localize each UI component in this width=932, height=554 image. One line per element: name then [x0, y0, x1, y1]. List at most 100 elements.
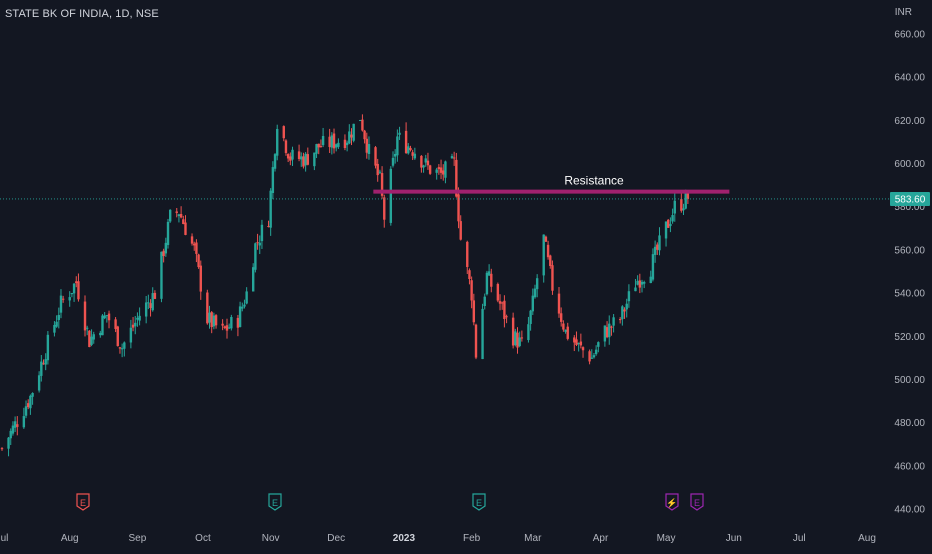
candle-body: [337, 142, 340, 147]
candle-body: [452, 157, 456, 159]
candle-body: [267, 226, 270, 228]
time-axis[interactable]: Jul Aug Sep Oct Nov Dec 2023 Feb Mar Apr May Jun Jul…: [0, 533, 876, 544]
earnings-icon[interactable]: E: [268, 493, 282, 511]
event-marker-label: E: [80, 498, 86, 508]
candle-body: [391, 157, 395, 166]
candle-body: [53, 324, 56, 333]
candle-body: [551, 265, 554, 291]
candle-body: [625, 303, 628, 310]
y-tick-label: 460.00: [894, 461, 925, 472]
candle-body: [131, 324, 135, 328]
candle-body: [190, 236, 194, 244]
candle-body: [588, 351, 591, 362]
y-tick-label: 600.00: [894, 159, 925, 170]
candle-body: [409, 147, 412, 151]
candle-body: [638, 280, 642, 288]
candle-body: [46, 334, 50, 361]
candle-body: [437, 167, 441, 170]
candle-body: [680, 199, 683, 211]
candle-body: [221, 323, 224, 326]
candle-body: [254, 243, 257, 270]
candle-body: [214, 315, 218, 326]
event-marker-label: E: [476, 498, 482, 508]
candle-body: [529, 310, 532, 324]
candle-body: [378, 171, 382, 173]
candle-body: [27, 403, 30, 408]
earnings-icon[interactable]: E: [76, 493, 90, 511]
candle-body: [682, 208, 685, 211]
price-axis[interactable]: 440.00 460.00 480.00 500.00 520.00 540.00 560.…: [890, 30, 930, 516]
candle-body: [332, 133, 336, 149]
candle-body: [435, 169, 438, 173]
candle-body: [450, 156, 454, 159]
y-tick-label: 640.00: [894, 73, 925, 84]
candle-body: [193, 243, 196, 246]
candle-body: [160, 251, 163, 299]
candle-body: [223, 326, 227, 328]
candle-body: [404, 130, 408, 153]
candle-body: [411, 152, 414, 156]
candle-body: [673, 200, 676, 214]
candle-body: [590, 357, 593, 359]
candle-body: [273, 154, 277, 169]
candle-body: [70, 292, 74, 295]
candle-body: [269, 190, 272, 228]
event-marker-frame: [690, 493, 704, 511]
candle-body: [376, 163, 379, 176]
event-marker-frame: [665, 493, 679, 511]
candle-body: [380, 173, 384, 196]
candle-body: [594, 349, 598, 355]
candle-body: [44, 359, 47, 365]
candle-body: [286, 154, 290, 159]
earnings-icon[interactable]: E: [690, 493, 704, 511]
candle-body: [505, 316, 508, 318]
candle-body: [37, 375, 41, 391]
event-marker-frame: [76, 493, 90, 511]
candle-body: [166, 221, 170, 245]
candle-body: [501, 302, 504, 304]
candle-body: [276, 128, 279, 156]
candle-body: [59, 295, 63, 313]
x-tick-label: Jul: [793, 533, 806, 544]
candle-body: [236, 317, 240, 328]
candle-body: [518, 337, 521, 347]
candle-body: [9, 430, 12, 439]
candle-body: [230, 317, 233, 329]
candle-body: [251, 267, 255, 292]
candle-body: [7, 437, 10, 449]
candle-body: [335, 144, 338, 148]
candle-body: [11, 425, 15, 434]
candle-body: [597, 342, 600, 347]
candle-body: [260, 224, 264, 242]
candle-body: [651, 254, 655, 280]
candle-body: [640, 281, 644, 285]
candle-body: [442, 170, 445, 175]
candle-body: [83, 301, 87, 331]
candle-body: [24, 406, 28, 416]
resistance-label: Resistance: [564, 174, 624, 188]
candle-body: [350, 134, 353, 138]
x-tick-label: Aug: [858, 533, 876, 544]
candle-body: [459, 221, 462, 240]
candle-body: [168, 209, 172, 222]
candle-body: [352, 123, 355, 141]
candle-body: [243, 304, 246, 307]
lightning-icon[interactable]: ⚡: [665, 493, 679, 511]
candle-body: [533, 288, 537, 298]
candle-body: [22, 416, 26, 428]
candle-body: [603, 325, 607, 342]
candle-body: [42, 363, 45, 365]
candle-body: [546, 244, 550, 258]
x-tick-label: Apr: [593, 533, 609, 544]
candle-body: [149, 303, 152, 308]
earnings-icon[interactable]: E: [472, 493, 486, 511]
y-tick-label: 580.00: [894, 202, 925, 213]
candle-body: [468, 270, 471, 280]
candle-body: [542, 234, 545, 276]
candle-body: [636, 280, 639, 285]
candle-body: [206, 292, 209, 324]
y-tick-label: 620.00: [894, 116, 925, 127]
